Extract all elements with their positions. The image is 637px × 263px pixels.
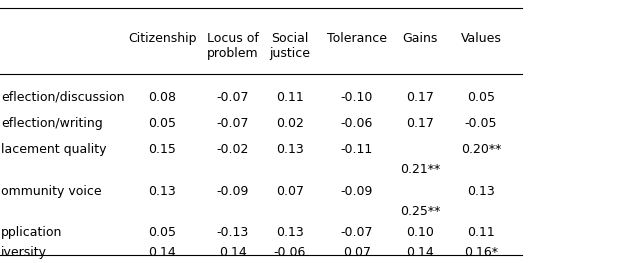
Text: 0.15: 0.15	[148, 143, 176, 156]
Text: Gains: Gains	[403, 32, 438, 44]
Text: lacement quality: lacement quality	[1, 143, 107, 156]
Text: 0.05: 0.05	[148, 117, 176, 130]
Text: iversity: iversity	[1, 246, 47, 259]
Text: 0.13: 0.13	[467, 185, 495, 199]
Text: -0.07: -0.07	[340, 226, 373, 239]
Text: -0.10: -0.10	[341, 91, 373, 104]
Text: 0.11: 0.11	[276, 91, 304, 104]
Text: 0.02: 0.02	[276, 117, 304, 130]
Text: -0.06: -0.06	[274, 246, 306, 259]
Text: 0.16*: 0.16*	[464, 246, 498, 259]
Text: -0.07: -0.07	[216, 117, 249, 130]
Text: -0.13: -0.13	[217, 226, 248, 239]
Text: Citizenship: Citizenship	[128, 32, 197, 44]
Text: pplication: pplication	[1, 226, 62, 239]
Text: 0.07: 0.07	[343, 246, 371, 259]
Text: 0.13: 0.13	[276, 226, 304, 239]
Text: 0.11: 0.11	[467, 226, 495, 239]
Text: 0.14: 0.14	[406, 246, 434, 259]
Text: 0.05: 0.05	[467, 91, 495, 104]
Text: -0.02: -0.02	[217, 143, 248, 156]
Text: -0.11: -0.11	[341, 143, 373, 156]
Text: 0.07: 0.07	[276, 185, 304, 199]
Text: Tolerance: Tolerance	[327, 32, 387, 44]
Text: -0.06: -0.06	[341, 117, 373, 130]
Text: Social
justice: Social justice	[269, 32, 310, 59]
Text: 0.13: 0.13	[276, 143, 304, 156]
Text: eflection/writing: eflection/writing	[1, 117, 103, 130]
Text: 0.10: 0.10	[406, 226, 434, 239]
Text: 0.08: 0.08	[148, 91, 176, 104]
Text: ommunity voice: ommunity voice	[1, 185, 102, 199]
Text: 0.20**: 0.20**	[461, 143, 501, 156]
Text: -0.07: -0.07	[216, 91, 249, 104]
Text: 0.25**: 0.25**	[400, 205, 441, 218]
Text: -0.05: -0.05	[464, 117, 497, 130]
Text: -0.09: -0.09	[217, 185, 248, 199]
Text: 0.17: 0.17	[406, 91, 434, 104]
Text: 0.14: 0.14	[218, 246, 247, 259]
Text: 0.17: 0.17	[406, 117, 434, 130]
Text: 0.13: 0.13	[148, 185, 176, 199]
Text: eflection/discussion: eflection/discussion	[1, 91, 125, 104]
Text: 0.05: 0.05	[148, 226, 176, 239]
Text: Locus of
problem: Locus of problem	[206, 32, 259, 59]
Text: 0.14: 0.14	[148, 246, 176, 259]
Text: 0.21**: 0.21**	[400, 163, 441, 176]
Text: -0.09: -0.09	[341, 185, 373, 199]
Text: Values: Values	[461, 32, 501, 44]
